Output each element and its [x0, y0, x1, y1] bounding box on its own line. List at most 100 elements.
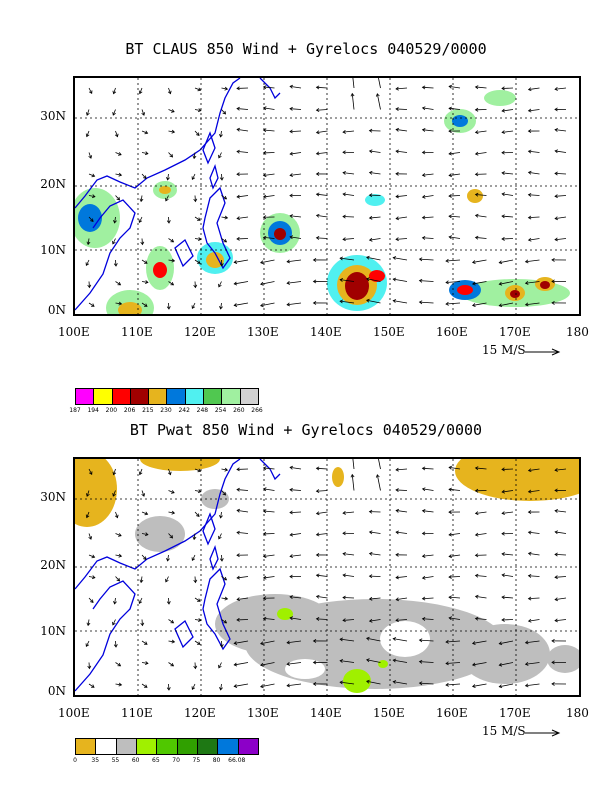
wind-vector [502, 553, 514, 556]
wind-vector-head [474, 151, 479, 156]
wind-vector [393, 659, 408, 663]
wind-vector [316, 467, 328, 470]
wind-vector-head [339, 637, 344, 642]
wind-vector-head [368, 149, 373, 154]
wind-vector-head [392, 637, 397, 641]
colorbar-label: 242 [178, 407, 190, 414]
wind-vector-head [445, 682, 449, 687]
wind-vector-head [91, 554, 96, 559]
wind-vector-head [342, 214, 346, 219]
wind-vector-head [421, 596, 426, 601]
wind-vector-head [474, 466, 479, 471]
wind-vector [86, 130, 90, 137]
colorbar-swatch [149, 389, 168, 404]
wind-vector [220, 683, 222, 690]
wind-vector [475, 533, 487, 536]
wind-vector [88, 576, 95, 579]
wind-vector [501, 238, 514, 240]
colorbar-label: 35 [91, 757, 100, 764]
wind-vector-head [196, 217, 201, 221]
wind-vector-head [262, 150, 267, 155]
colorbar-swatch [112, 389, 131, 404]
wind-vector [165, 195, 169, 202]
wind-vector-head [312, 279, 317, 284]
wind-vector-head [554, 237, 558, 242]
wind-vector-head [527, 510, 532, 515]
wind-vector-head [474, 553, 479, 558]
wind-vector [167, 173, 169, 180]
wind-vector-head [527, 170, 532, 175]
panel1-xtick-3: 130E [247, 325, 279, 339]
wind-vector [449, 466, 461, 470]
wind-vector [141, 533, 148, 536]
wind-vector [449, 596, 461, 599]
wind-vector [449, 533, 461, 536]
colorbar-label: 254 [214, 407, 227, 414]
wind-vector-head [219, 644, 224, 648]
wind-vector-head [236, 553, 240, 558]
wind-vector [528, 575, 540, 577]
wind-vector-head [368, 215, 373, 220]
wind-vector-head [501, 108, 506, 113]
wind-vector [168, 511, 175, 514]
wind-vector-head [193, 665, 198, 670]
wind-vector-head [501, 171, 505, 176]
wind-vectors [85, 459, 567, 691]
wind-vector-head [445, 280, 449, 285]
wind-vector [260, 662, 275, 666]
wind-vector-head [527, 468, 532, 473]
wind-vector-head [236, 236, 240, 241]
wind-vector [449, 554, 461, 557]
wind-vector-head [448, 554, 453, 559]
wind-vector-head [474, 235, 479, 240]
wind-vector-head [395, 597, 400, 602]
wind-vector-head [527, 149, 532, 154]
wind-vector [221, 619, 227, 624]
wind-vector-head [501, 595, 505, 600]
wind-vector-head [418, 300, 423, 305]
wind-vector [115, 533, 122, 537]
wind-vector-head [524, 640, 529, 645]
wind-vector-head [551, 660, 555, 665]
wind-vector [475, 130, 487, 133]
wind-vector-head [166, 177, 170, 181]
wind-vector-head [86, 622, 91, 627]
wind-vector-head [524, 281, 529, 285]
wind-vector [475, 595, 487, 599]
wind-vector-head [218, 664, 222, 669]
panel1-unit-label: 15 M/S [482, 343, 526, 357]
colorbar-label: 66.08 [228, 757, 246, 764]
wind-vector-head [554, 552, 558, 557]
wind-vector [528, 531, 540, 534]
wind-vector-head [236, 575, 240, 580]
wind-vector [263, 488, 275, 491]
panel1-ytick-0: 0N [47, 303, 66, 317]
wind-vector [396, 150, 408, 153]
panel1-xtick-0: 100E [58, 325, 90, 339]
wind-vector-head [445, 639, 449, 644]
graticule [75, 78, 579, 314]
wind-vector [502, 109, 514, 112]
wind-vector-head [448, 214, 452, 219]
wind-vector [369, 172, 381, 175]
panel2-title: BT Pwat 850 Wind + Gyrelocs 040529/0000 [129, 421, 483, 439]
wind-vector [343, 574, 355, 577]
wind-vector-head [289, 235, 294, 240]
wind-vector [88, 152, 92, 159]
panel1-map-svg [75, 78, 579, 314]
wind-vector [237, 489, 249, 491]
wind-vector-head [91, 173, 96, 178]
colorbar-swatch [136, 739, 158, 754]
wind-vector [449, 488, 461, 491]
wind-vector-head [448, 235, 453, 240]
wind-vector [528, 468, 540, 471]
wind-vector [472, 662, 487, 666]
wind-vector [343, 238, 355, 240]
wind-vector-head [236, 86, 240, 91]
wind-vector [263, 86, 275, 89]
wind-vector [194, 87, 201, 91]
wind-vector-head [471, 641, 476, 645]
wind-vector-head [218, 283, 222, 288]
wind-vector [221, 195, 227, 200]
wind-vector-head [474, 85, 479, 90]
